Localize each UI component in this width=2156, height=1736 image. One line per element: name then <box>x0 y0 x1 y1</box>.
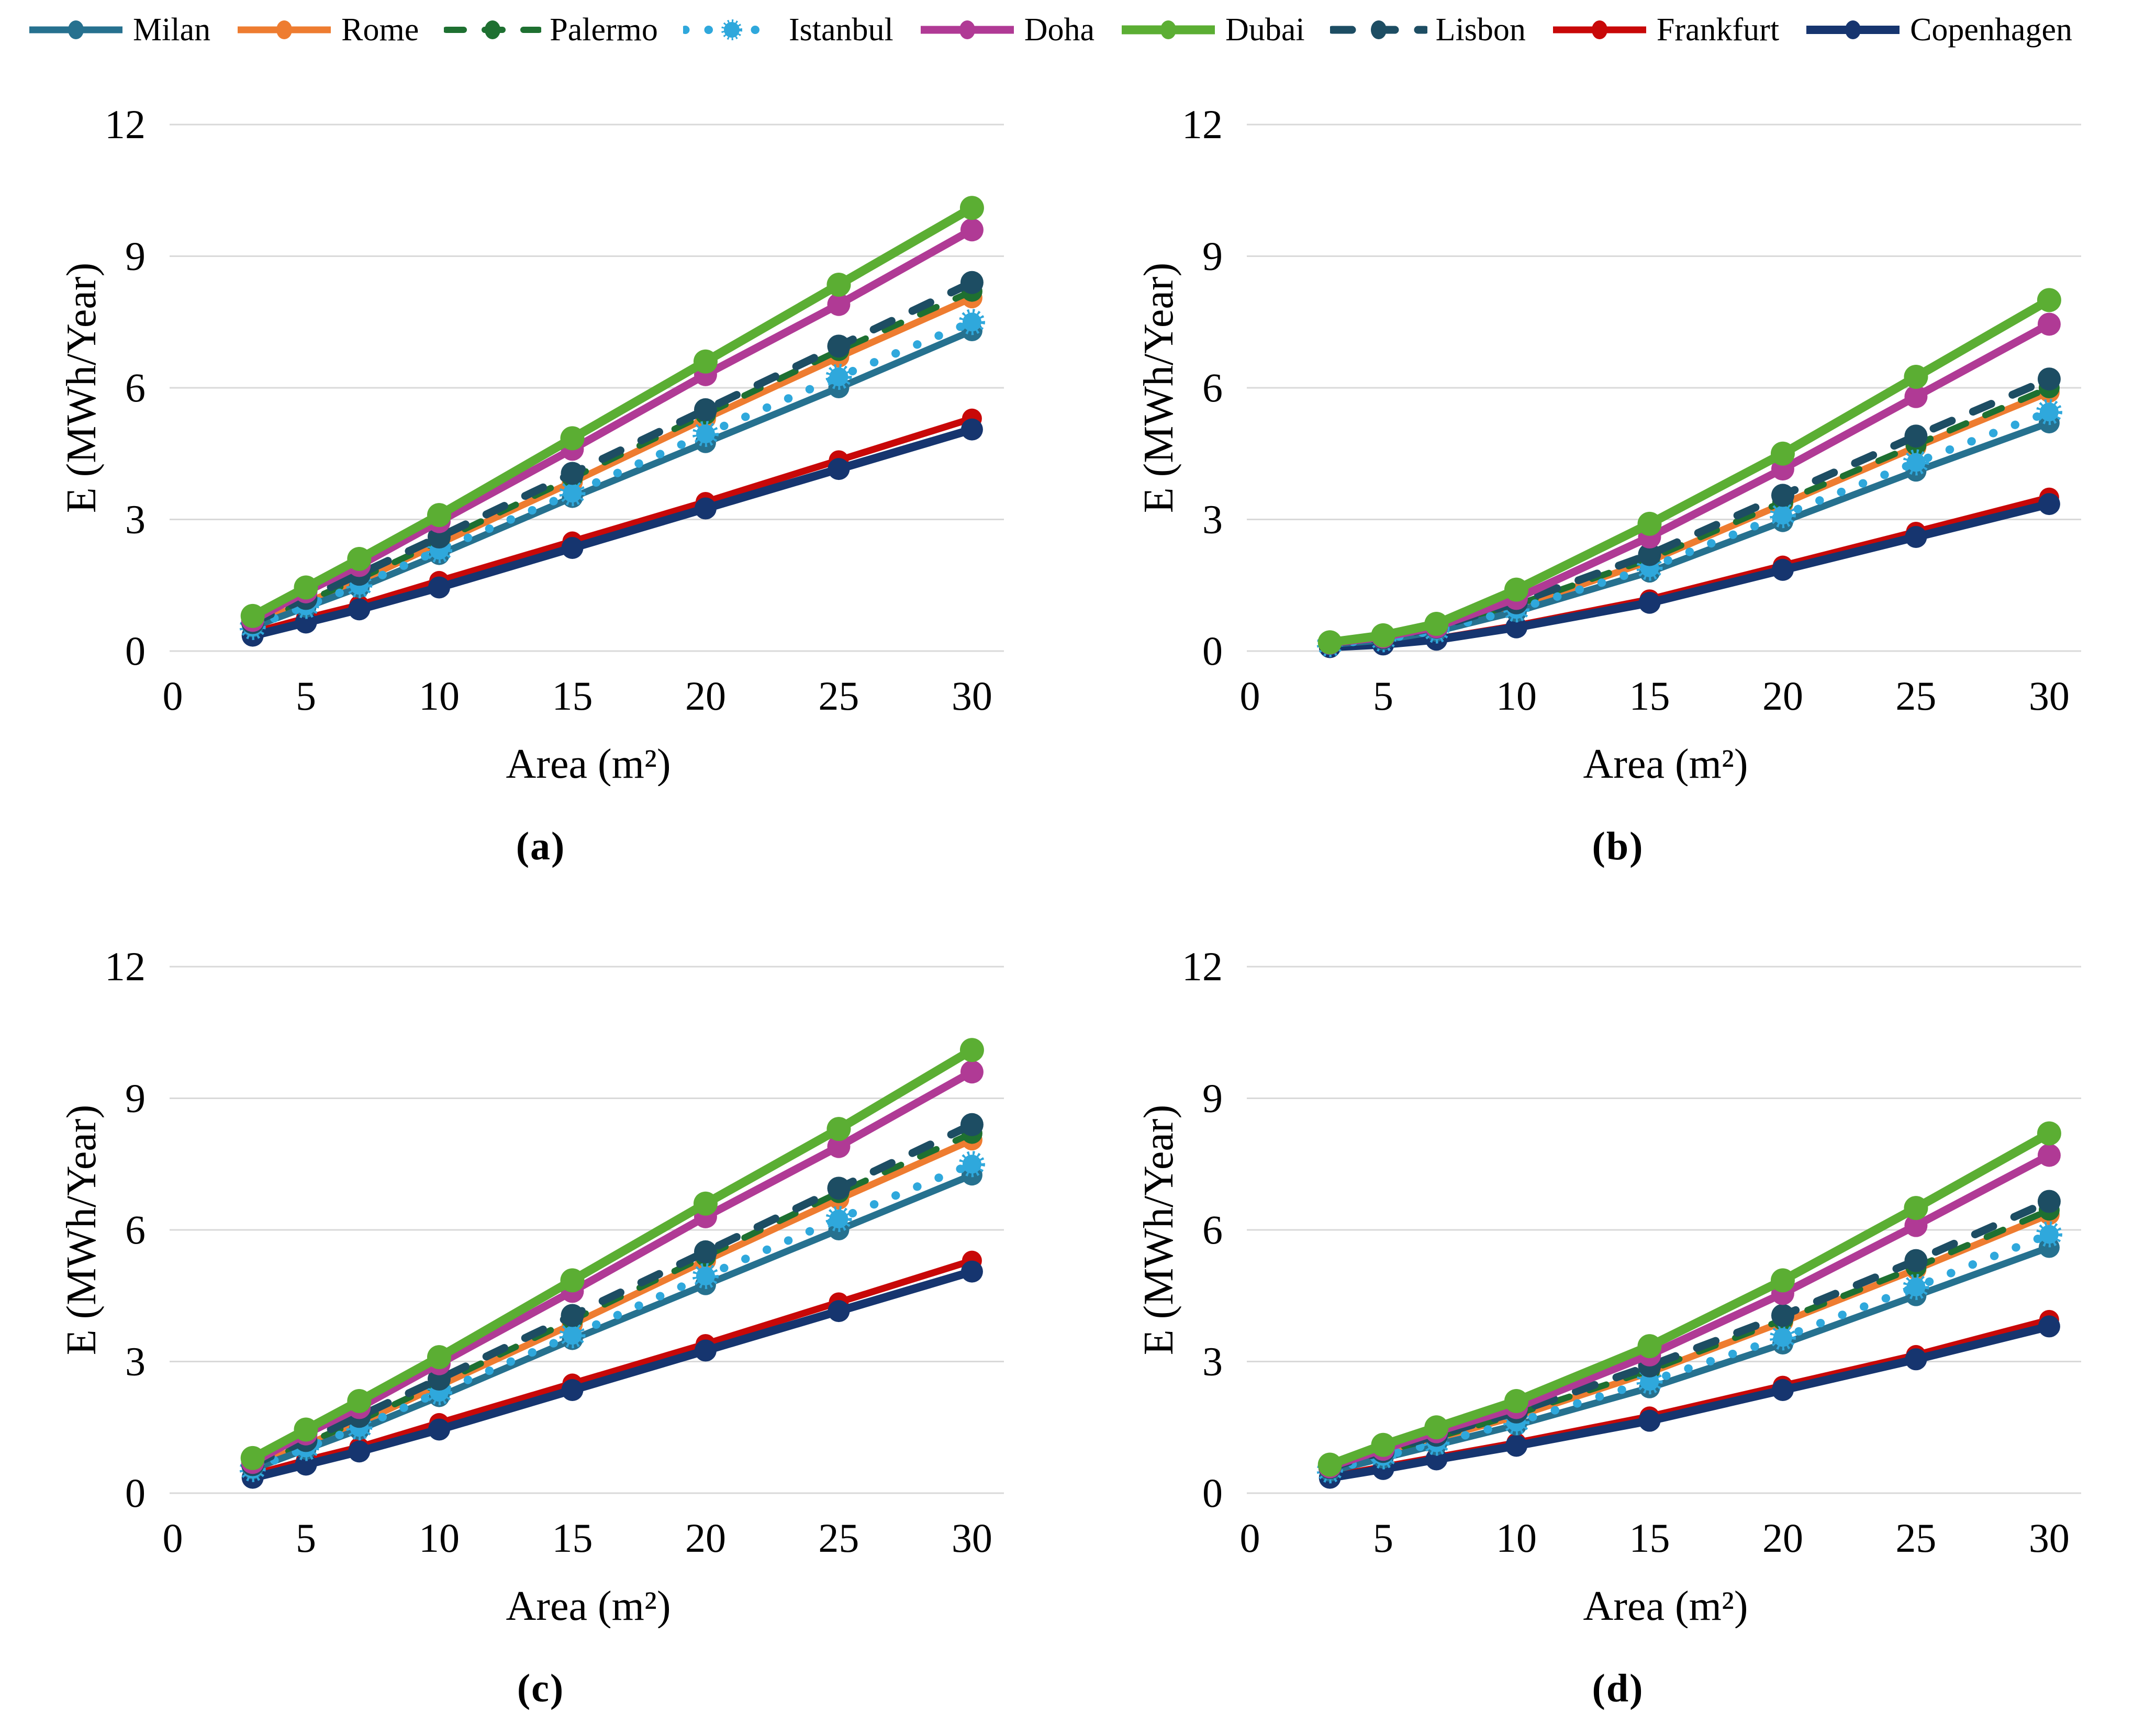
svg-text:20: 20 <box>685 673 726 719</box>
svg-text:E (MWh/Year): E (MWh/Year) <box>62 1105 105 1355</box>
legend-item-milan: Milan <box>27 14 210 46</box>
svg-text:0: 0 <box>125 628 146 674</box>
legend-swatch-palermo-icon <box>444 20 542 39</box>
chart-d: 0 3 6 9 12 0 5 10 15 20 25 30 Area (m²) E (MWh/Year) … <box>1139 927 2097 1711</box>
svg-text:6: 6 <box>125 1207 146 1252</box>
svg-text:5: 5 <box>296 673 316 719</box>
svg-text:0: 0 <box>125 1470 146 1516</box>
legend-label: Dubai <box>1225 12 1305 48</box>
legend-item-rome: Rome <box>236 14 419 46</box>
svg-text:25: 25 <box>1895 1515 1936 1561</box>
svg-text:9: 9 <box>1202 1076 1223 1121</box>
legend-swatch-istanbul-icon <box>683 19 780 40</box>
svg-text:20: 20 <box>1762 673 1803 719</box>
svg-text:10: 10 <box>419 673 460 719</box>
svg-text:30: 30 <box>2029 673 2070 719</box>
legend-swatch-copenhagen-icon <box>1806 20 1900 39</box>
legend-label: Milan <box>133 12 211 48</box>
legend-swatch-doha-icon <box>920 20 1014 39</box>
svg-text:9: 9 <box>1202 233 1223 279</box>
svg-text:E (MWh/Year): E (MWh/Year) <box>1139 1105 1182 1355</box>
charts-grid: 0 3 6 9 12 0 5 10 15 20 25 30 Area (m²) E (MWh/Year) … <box>0 85 2156 1711</box>
svg-text:0: 0 <box>1240 1515 1260 1561</box>
legend-swatch-frankfurt-icon <box>1552 20 1646 39</box>
svg-text:20: 20 <box>1762 1515 1803 1561</box>
svg-text:6: 6 <box>1202 1207 1223 1252</box>
chart-c-canvas: 0 3 6 9 12 0 5 10 15 20 25 30 Area (m²) E (MWh/Year) <box>62 944 1004 1628</box>
svg-text:9: 9 <box>125 1076 146 1121</box>
svg-text:12: 12 <box>1182 102 1223 147</box>
chart-a-canvas: 0 3 6 9 12 0 5 10 15 20 25 30 Area (m²) E (MWh/Year) <box>62 102 1004 786</box>
svg-text:10: 10 <box>1496 673 1537 719</box>
svg-text:3: 3 <box>1202 1339 1223 1384</box>
svg-text:0: 0 <box>163 1515 183 1561</box>
legend: Milan Rome Palermo Istanbul Doha Dubai Lisbon F… <box>0 0 2156 46</box>
legend-label: Doha <box>1024 12 1095 48</box>
legend-label: Frankfurt <box>1656 12 1780 48</box>
legend-label: Palermo <box>550 12 658 48</box>
legend-label: Istanbul <box>788 12 893 48</box>
chart-a-caption: (a) <box>516 824 566 868</box>
svg-text:12: 12 <box>1182 944 1223 989</box>
legend-item-lisbon: Lisbon <box>1330 14 1526 46</box>
chart-d-canvas: 0 3 6 9 12 0 5 10 15 20 25 30 Area (m²) E (MWh/Year) <box>1139 944 2081 1628</box>
svg-text:E (MWh/Year): E (MWh/Year) <box>1139 263 1182 513</box>
svg-text:15: 15 <box>1629 673 1670 719</box>
legend-swatch-dubai-icon <box>1122 20 1215 39</box>
svg-text:Area (m²): Area (m²) <box>506 1583 671 1628</box>
chart-d-caption: (d) <box>1592 1666 1644 1710</box>
svg-text:30: 30 <box>952 673 992 719</box>
legend-item-palermo: Palermo <box>444 14 658 46</box>
svg-text:0: 0 <box>163 673 183 719</box>
svg-text:25: 25 <box>818 673 859 719</box>
svg-text:10: 10 <box>1496 1515 1537 1561</box>
legend-label: Rome <box>341 12 419 48</box>
svg-text:5: 5 <box>1373 673 1393 719</box>
svg-text:0: 0 <box>1202 628 1223 674</box>
svg-text:12: 12 <box>105 102 146 147</box>
chart-a: 0 3 6 9 12 0 5 10 15 20 25 30 Area (m²) E (MWh/Year) … <box>62 85 1020 869</box>
svg-text:0: 0 <box>1240 673 1260 719</box>
legend-swatch-lisbon-icon <box>1330 20 1427 39</box>
svg-text:6: 6 <box>1202 365 1223 410</box>
svg-text:25: 25 <box>818 1515 859 1561</box>
svg-text:E (MWh/Year): E (MWh/Year) <box>62 263 105 513</box>
svg-text:Area (m²): Area (m²) <box>506 741 671 786</box>
svg-text:25: 25 <box>1895 673 1936 719</box>
svg-text:15: 15 <box>552 673 593 719</box>
svg-text:6: 6 <box>125 365 146 410</box>
legend-item-frankfurt: Frankfurt <box>1551 14 1779 46</box>
svg-text:3: 3 <box>1202 497 1223 542</box>
svg-text:30: 30 <box>2029 1515 2070 1561</box>
svg-text:30: 30 <box>952 1515 992 1561</box>
legend-item-dubai: Dubai <box>1120 14 1305 46</box>
chart-c-caption: (c) <box>517 1666 565 1710</box>
chart-b-canvas: 0 3 6 9 12 0 5 10 15 20 25 30 Area (m²) E (MWh/Year) <box>1139 102 2081 786</box>
legend-item-istanbul: Istanbul <box>683 14 893 46</box>
svg-text:15: 15 <box>552 1515 593 1561</box>
legend-label: Lisbon <box>1435 12 1526 48</box>
svg-text:3: 3 <box>125 497 146 542</box>
svg-text:5: 5 <box>1373 1515 1393 1561</box>
chart-c: 0 3 6 9 12 0 5 10 15 20 25 30 Area (m²) E (MWh/Year) … <box>62 927 1020 1711</box>
legend-swatch-rome-icon <box>238 20 331 39</box>
legend-item-doha: Doha <box>919 14 1094 46</box>
legend-label: Copenhagen <box>1910 12 2072 48</box>
svg-text:9: 9 <box>125 233 146 279</box>
chart-b-caption: (b) <box>1592 824 1644 868</box>
svg-text:0: 0 <box>1202 1470 1223 1516</box>
chart-b: 0 3 6 9 12 0 5 10 15 20 25 30 Area (m²) E (MWh/Year) … <box>1139 85 2097 869</box>
svg-text:20: 20 <box>685 1515 726 1561</box>
svg-text:15: 15 <box>1629 1515 1670 1561</box>
svg-text:Area (m²): Area (m²) <box>1583 1583 1748 1628</box>
svg-text:5: 5 <box>296 1515 316 1561</box>
svg-text:3: 3 <box>125 1339 146 1384</box>
legend-swatch-milan-icon <box>29 20 122 39</box>
svg-text:12: 12 <box>105 944 146 989</box>
svg-text:Area (m²): Area (m²) <box>1583 741 1748 786</box>
svg-text:10: 10 <box>419 1515 460 1561</box>
legend-item-copenhagen: Copenhagen <box>1804 14 2072 46</box>
